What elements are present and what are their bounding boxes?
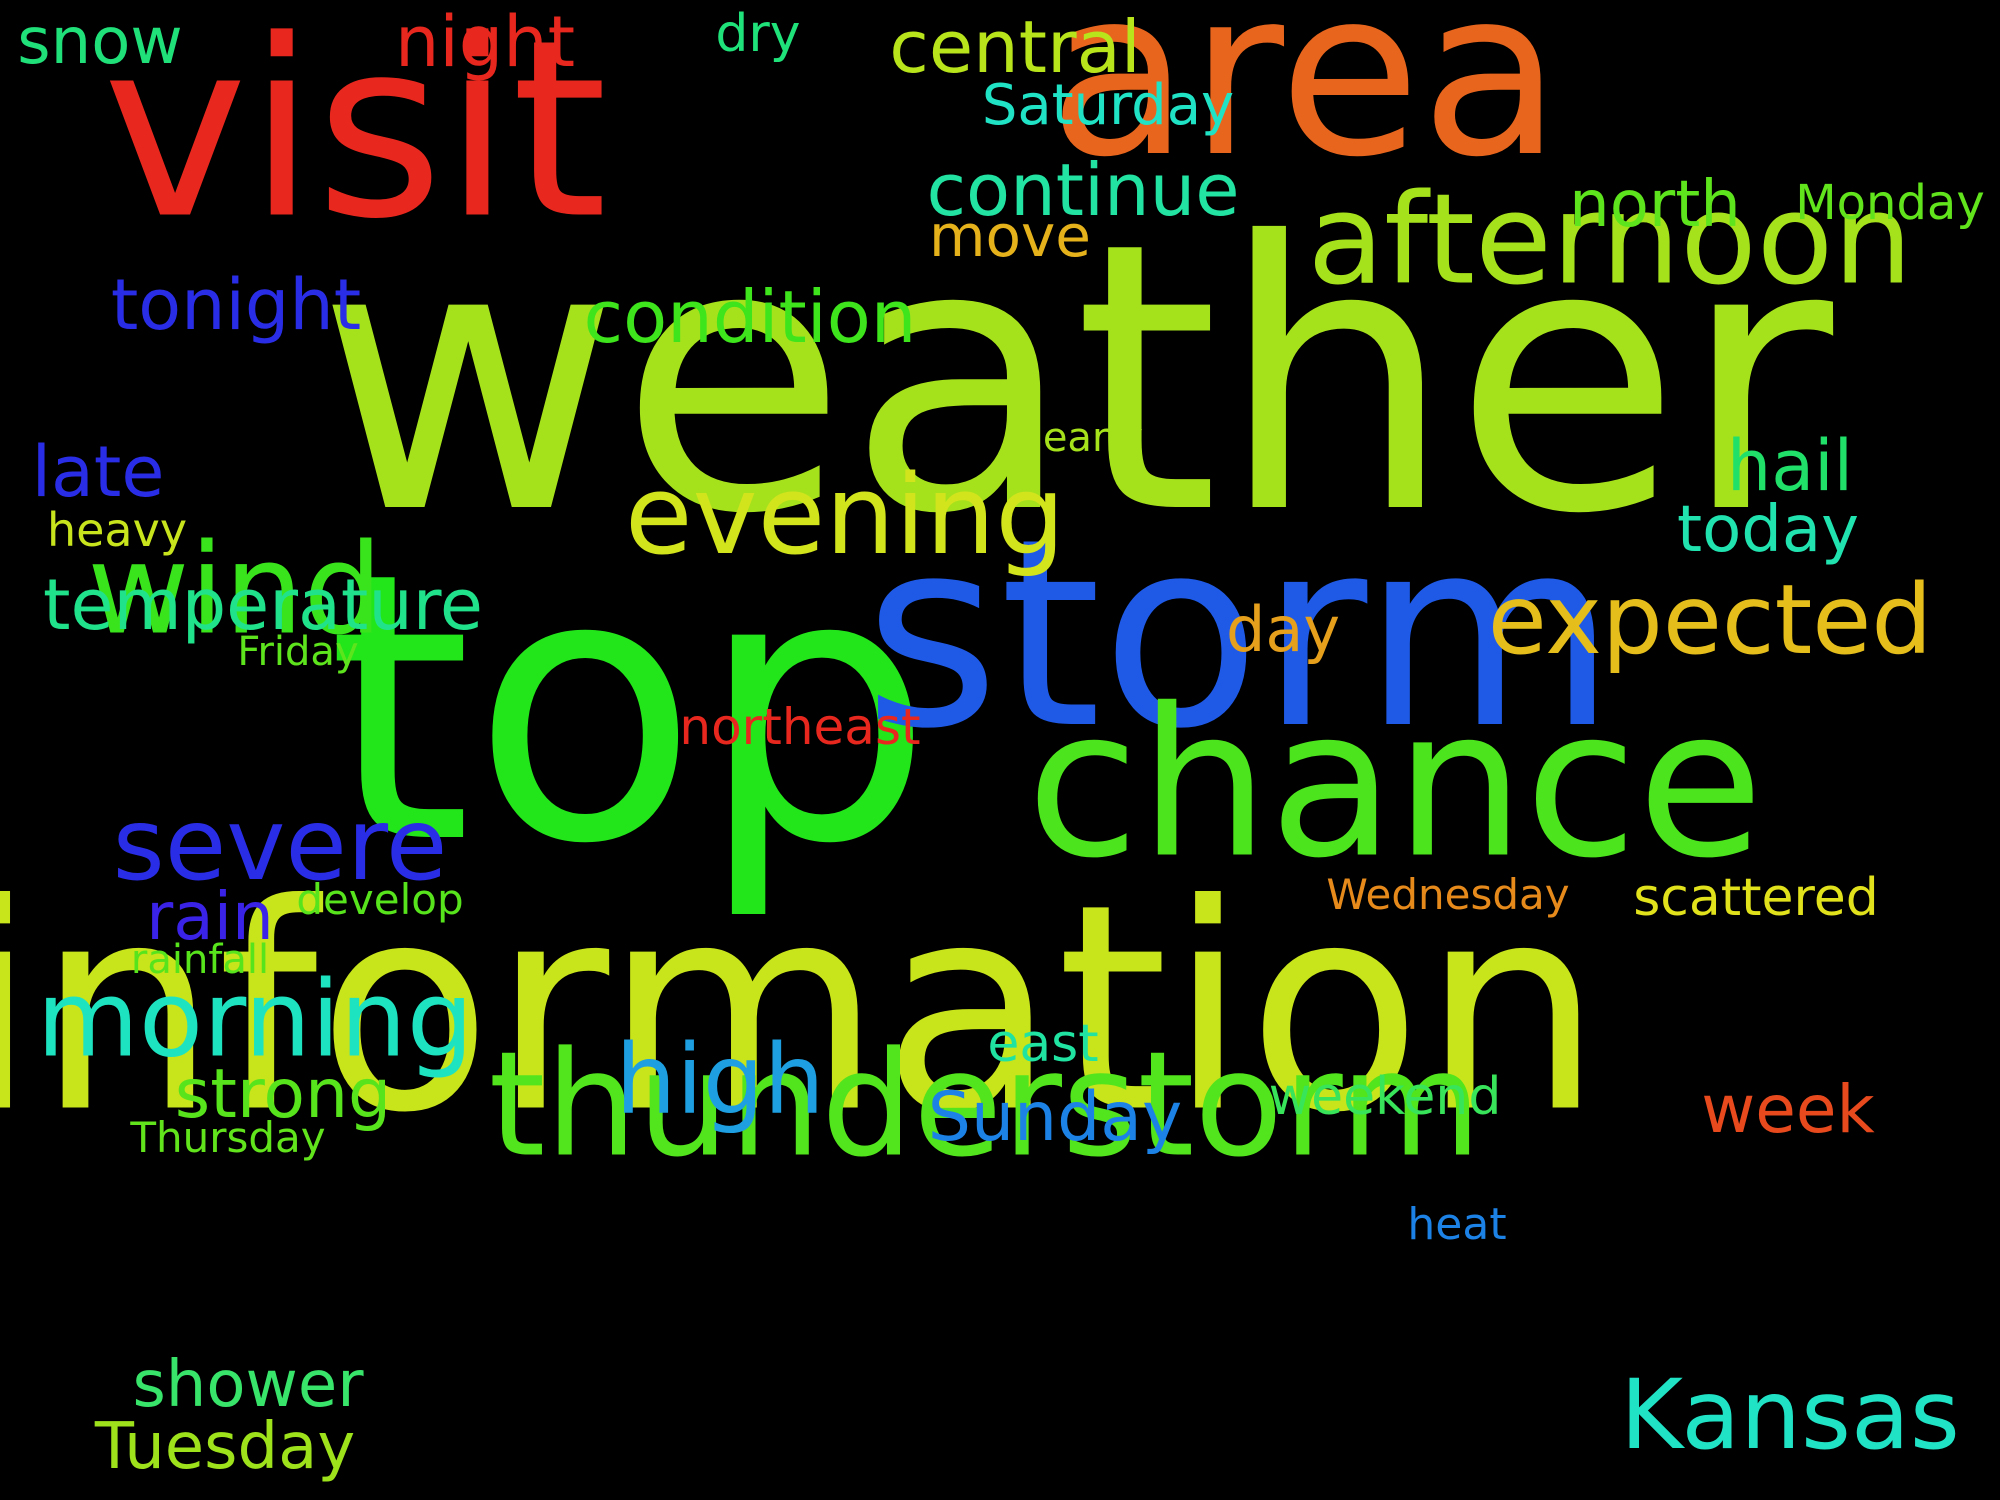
word-information: information bbox=[0, 843, 1603, 1176]
word-rainfall: rainfall bbox=[130, 937, 270, 983]
word-snow: snow bbox=[17, 5, 183, 79]
word-tuesday: Tuesday bbox=[94, 1410, 356, 1484]
word-thunderstorm: thunderstorm bbox=[488, 1020, 1482, 1190]
word-saturday: Saturday bbox=[981, 73, 1235, 138]
word-north: north bbox=[1569, 168, 1741, 242]
word-late: late bbox=[31, 431, 165, 513]
word-weather: weather bbox=[316, 165, 1834, 595]
word-shower: shower bbox=[132, 1348, 364, 1422]
word-morning: morning bbox=[36, 958, 474, 1081]
word-dry: dry bbox=[715, 4, 801, 64]
word-east: east bbox=[987, 1014, 1099, 1074]
word-tonight: tonight bbox=[110, 264, 362, 346]
word-high: high bbox=[615, 1024, 825, 1136]
word-wednesday: Wednesday bbox=[1326, 870, 1570, 919]
word-heat: heat bbox=[1407, 1199, 1507, 1250]
word-sunday: Sunday bbox=[927, 1078, 1183, 1157]
word-week: week bbox=[1701, 1071, 1875, 1148]
word-rain: rain bbox=[146, 878, 274, 955]
word-top: top bbox=[326, 495, 934, 925]
word-move: move bbox=[929, 202, 1091, 270]
word-day: day bbox=[1225, 593, 1341, 666]
word-night: night bbox=[394, 1, 576, 83]
word-temperature: temperature bbox=[43, 564, 483, 646]
word-thursday: Thursday bbox=[130, 1113, 326, 1162]
word-hail: hail bbox=[1726, 425, 1854, 507]
word-afternoon: afternoon bbox=[1307, 167, 1913, 313]
word-strong: strong bbox=[174, 1055, 392, 1134]
word-weekend: weekend bbox=[1268, 1067, 1502, 1127]
word-friday: Friday bbox=[237, 629, 359, 675]
word-monday: Monday bbox=[1795, 175, 1985, 231]
word-scattered: scattered bbox=[1633, 868, 1879, 928]
word-heavy: heavy bbox=[46, 503, 188, 557]
word-kansas: Kansas bbox=[1620, 1359, 1960, 1471]
word-storm: storm bbox=[863, 484, 1617, 786]
word-early: early bbox=[1042, 415, 1144, 461]
word-expected: expected bbox=[1487, 564, 1933, 676]
word-visit: visit bbox=[102, 0, 608, 273]
word-wind: wind bbox=[87, 517, 383, 663]
word-develop: develop bbox=[296, 875, 464, 924]
word-central: central bbox=[889, 5, 1141, 89]
word-area: area bbox=[1048, 0, 1562, 208]
word-continue: continue bbox=[926, 148, 1240, 232]
word-chance: chance bbox=[1026, 665, 1764, 904]
word-evening: evening bbox=[624, 451, 1066, 579]
word-severe: severe bbox=[112, 786, 448, 903]
word-today: today bbox=[1677, 493, 1859, 567]
word-condition: condition bbox=[583, 275, 917, 359]
word-northeast: northeast bbox=[679, 698, 921, 756]
